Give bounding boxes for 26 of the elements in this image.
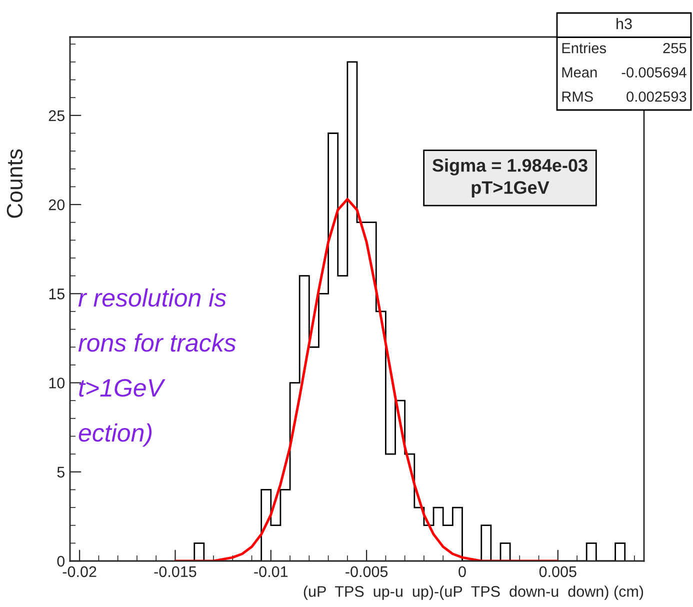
x-tick-label: -0.005 (346, 566, 388, 578)
x-axis-title: (uP TPS up-u up)-(uP TPS down-u down) (cm) (304, 586, 644, 600)
x-tick-label: -0.02 (62, 566, 96, 578)
text: h3 (616, 18, 632, 30)
annotation: Entries (562, 42, 606, 54)
annotation: -0.005694 (622, 67, 686, 78)
annotation: ection) (78, 423, 152, 447)
x-tick-label: 0.005 (539, 566, 576, 578)
x-tick-label: 0 (458, 566, 466, 578)
text: 255 (663, 42, 686, 54)
x-tick-label: -0.01 (254, 566, 288, 578)
y-axis-title: Counts (6, 149, 23, 218)
annotation: r resolution is (78, 288, 226, 307)
annotation: rons for tracks (78, 333, 236, 352)
y-tick-label: 15 (49, 288, 64, 300)
annotation: Mean (562, 67, 597, 78)
annotation: 0.002593 (626, 91, 686, 102)
x-tick-label: -0.015 (154, 566, 196, 578)
y-tick-label: 25 (48, 110, 64, 122)
annotation: t>1GeV (79, 379, 166, 397)
annotation: RMS (562, 91, 593, 102)
annotation: Sigma = 1.984e-03 pT>1GeV (432, 158, 588, 198)
y-tick-label: 0 (57, 556, 65, 567)
y-tick-label: 10 (49, 378, 65, 388)
y-tick-label: 20 (48, 199, 65, 210)
y-tick-label: 5 (57, 466, 64, 478)
